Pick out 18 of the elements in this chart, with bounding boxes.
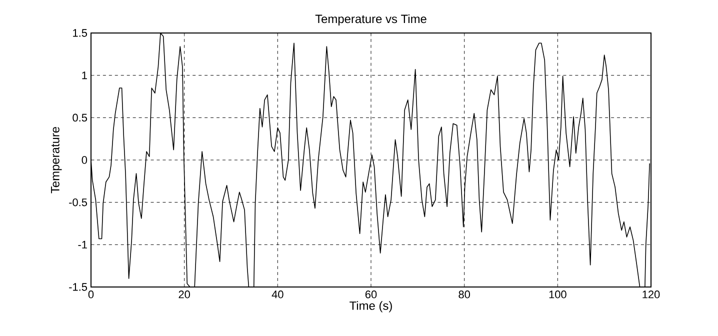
x-tick-label: 60 — [365, 290, 377, 298]
y-tick-label: -1.5 — [69, 283, 88, 291]
x-tick-label: 120 — [642, 290, 660, 298]
x-tick-label: 40 — [272, 290, 284, 298]
line-series — [91, 32, 650, 287]
y-axis-title: Temperature — [51, 126, 62, 194]
y-tick-label: -0.5 — [69, 198, 88, 206]
x-tick-label: 0 — [88, 290, 94, 298]
y-tick-label: 0 — [82, 156, 88, 164]
x-tick-label: 20 — [178, 290, 190, 298]
y-tick-label: 1 — [82, 72, 87, 80]
y-tick-label: -1 — [78, 240, 87, 248]
y-tick-label: 1.5 — [73, 29, 88, 37]
y-tick-label: 0.5 — [72, 114, 88, 122]
x-axis-title: Time (s) — [350, 301, 392, 312]
x-tick-label: 100 — [549, 290, 566, 298]
chart-title: Temperature vs Time — [315, 14, 426, 26]
x-tick-label: 80 — [458, 290, 470, 298]
